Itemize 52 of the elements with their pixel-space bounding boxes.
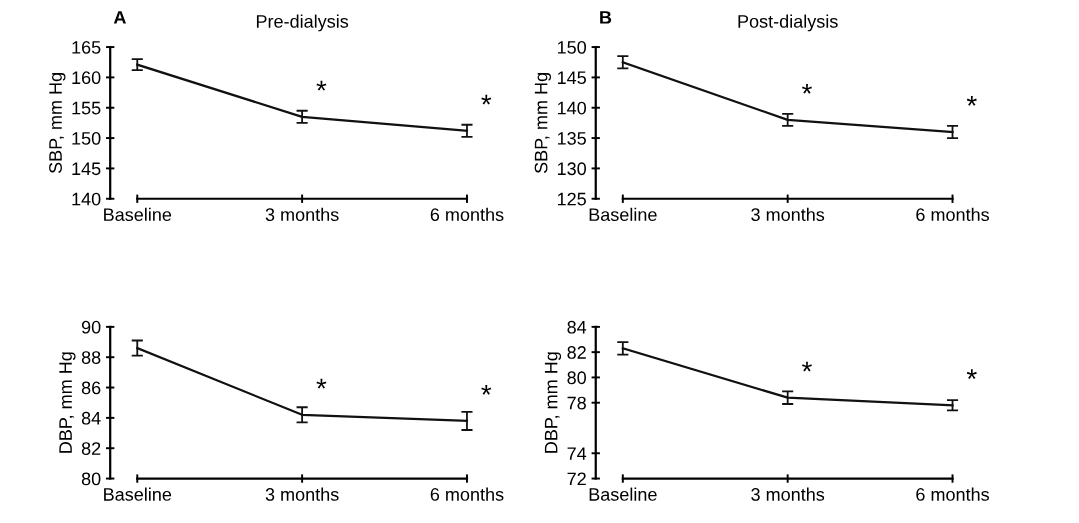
y-tick-label: 82	[567, 346, 586, 359]
y-tick-label: 84	[81, 411, 101, 425]
y-tick-label: 84	[567, 320, 587, 334]
y-tick-label: 140	[557, 101, 587, 115]
y-tick-label: 160	[72, 71, 101, 85]
text: A	[113, 11, 126, 24]
x-tick-label: 3 months	[265, 487, 339, 501]
y-tick-label: 140	[72, 192, 101, 206]
x-tick-label: Baseline	[589, 207, 657, 222]
y-tick-label: 82	[81, 442, 101, 455]
y-tick-label: 72	[567, 472, 586, 486]
annotation: *	[966, 96, 977, 106]
y-tick-label: 88	[81, 351, 101, 364]
y-tick-label: 135	[557, 132, 586, 145]
y-tick-label: 86	[81, 381, 101, 395]
x-tick-label: Baseline	[589, 487, 657, 501]
annotation: *	[802, 83, 812, 94]
y-tick-label: 74	[567, 447, 587, 460]
x-tick-label: 3 months	[751, 207, 825, 222]
x-tick-label: 6 months	[430, 207, 504, 222]
x-tick-label: 6 months	[916, 207, 989, 222]
y-tick-label: 125	[557, 192, 586, 206]
y-tick-label: 145	[557, 71, 586, 85]
y-axis-title: SBP, mm Hg	[534, 73, 552, 174]
y-tick-label: 90	[81, 320, 101, 334]
x-tick-label: 6 months	[430, 487, 504, 501]
annotation: *	[802, 361, 812, 372]
x-tick-label: 6 months	[916, 487, 989, 501]
y-tick-label: 80	[81, 472, 101, 486]
y-axis-title: SBP, mm Hg	[49, 73, 66, 174]
y-tick-label: 130	[557, 162, 587, 176]
y-axis-title: DBP, mm Hg	[544, 352, 562, 453]
annotation: *	[316, 80, 327, 91]
y-tick-label: 165	[72, 41, 101, 54]
y-tick-label: 150	[72, 132, 101, 145]
text: B	[600, 11, 612, 24]
x-tick-label: Baseline	[104, 207, 172, 222]
x-tick-label: 3 months	[265, 207, 339, 222]
y-tick-label: 80	[567, 371, 587, 385]
y-tick-label: 150	[557, 41, 587, 54]
annotation: *	[481, 94, 492, 105]
y-axis-title: DBP, mm Hg	[59, 352, 76, 453]
y-tick-label: 78	[567, 396, 586, 410]
annotation: *	[316, 378, 327, 389]
chart-title: Pre-dialysis	[256, 14, 349, 32]
y-tick-label: 145	[72, 162, 101, 176]
y-tick-label: 155	[72, 101, 101, 115]
annotation: *	[481, 384, 492, 395]
chart-title: Post-dialysis	[738, 14, 838, 32]
x-tick-label: 3 months	[751, 487, 825, 501]
annotation: *	[966, 369, 977, 380]
x-tick-label: Baseline	[104, 487, 172, 501]
